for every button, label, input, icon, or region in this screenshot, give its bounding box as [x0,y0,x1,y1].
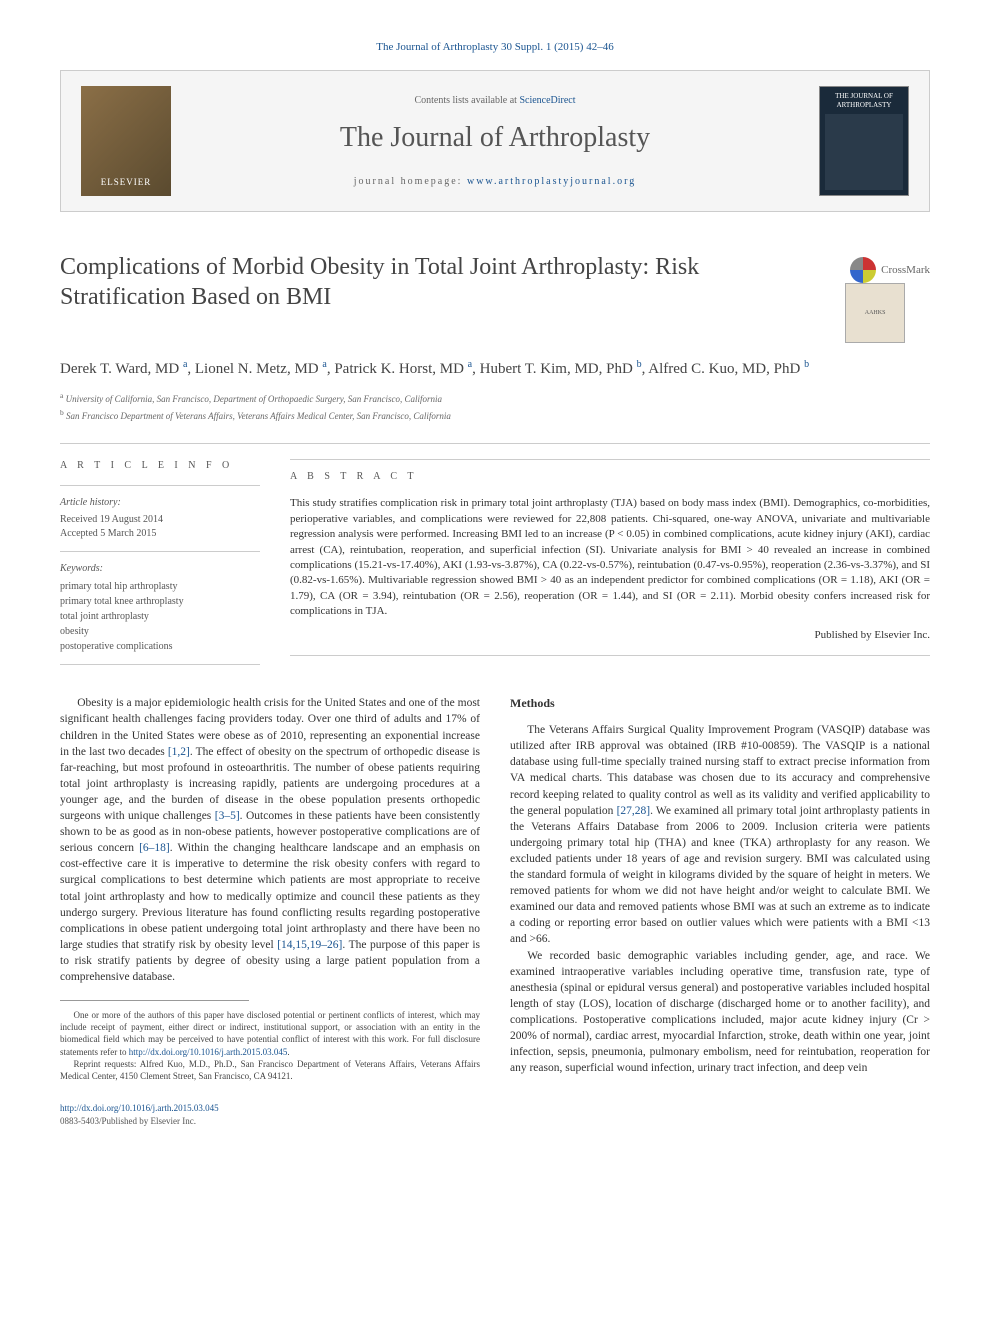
cover-title: THE JOURNAL OF ARTHROPLASTY [825,92,903,109]
info-abstract-row: a r t i c l e i n f o Article history: R… [60,443,930,665]
title-right-badges: CrossMark AAHKS [830,252,930,343]
journal-header: ELSEVIER Contents lists available at Sci… [60,70,930,212]
ref-link-14-26[interactable]: [14,15,19–26] [277,939,342,951]
conflict-suffix: . [287,1047,289,1057]
header-center: Contents lists available at ScienceDirec… [171,94,819,189]
contents-prefix: Contents lists available at [414,95,519,106]
conflict-doi-link[interactable]: http://dx.doi.org/10.1016/j.arth.2015.03… [129,1047,288,1057]
ref-link-3-5[interactable]: [3–5] [215,810,240,822]
issn-line: 0883-5403/Published by Elsevier Inc. [60,1115,930,1128]
methods-paragraph-2: We recorded basic demographic variables … [510,948,930,1077]
body-columns: Obesity is a major epidemiologic health … [60,695,930,1082]
intro-text-4: . Within the changing healthcare landsca… [60,842,480,951]
journal-citation-link[interactable]: The Journal of Arthroplasty 30 Suppl. 1 … [60,40,930,55]
title-row: Complications of Morbid Obesity in Total… [60,252,930,343]
article-title: Complications of Morbid Obesity in Total… [60,252,830,312]
publisher-logo: ELSEVIER [81,86,171,196]
ref-link-6-18[interactable]: [6–18] [139,842,170,854]
keywords-list: primary total hip arthroplastyprimary to… [60,579,260,665]
article-history-heading: Article history: [60,496,260,510]
footnote-separator [60,1000,249,1001]
footer-metadata: http://dx.doi.org/10.1016/j.arth.2015.03… [60,1102,930,1127]
intro-paragraph: Obesity is a major epidemiologic health … [60,695,480,985]
journal-name: The Journal of Arthroplasty [191,118,799,157]
ref-link-27-28[interactable]: [27,28] [617,805,651,817]
cover-body [825,114,903,190]
society-logo: AAHKS [845,283,905,343]
homepage-url[interactable]: www.arthroplastyjournal.org [467,176,636,187]
methods-paragraph-1: The Veterans Affairs Surgical Quality Im… [510,722,930,947]
keywords-heading: Keywords: [60,562,260,576]
accepted-date: Accepted 5 March 2015 [60,527,260,541]
article-info-column: a r t i c l e i n f o Article history: R… [60,459,260,665]
abstract-heading: a b s t r a c t [290,470,930,484]
article-info-heading: a r t i c l e i n f o [60,459,260,473]
doi-link[interactable]: http://dx.doi.org/10.1016/j.arth.2015.03… [60,1103,219,1113]
abstract-text: This study stratifies complication risk … [290,496,930,656]
journal-cover-thumbnail: THE JOURNAL OF ARTHROPLASTY [819,86,909,196]
abstract-column: a b s t r a c t This study stratifies co… [290,459,930,665]
sciencedirect-link[interactable]: ScienceDirect [519,95,575,106]
crossmark-badge[interactable]: CrossMark [850,257,930,283]
right-column: Methods The Veterans Affairs Surgical Qu… [510,695,930,1082]
page-container: The Journal of Arthroplasty 30 Suppl. 1 … [0,0,990,1167]
crossmark-label: CrossMark [881,263,930,278]
methods-heading: Methods [510,695,930,712]
homepage-label: journal homepage: [354,176,467,187]
publisher-logo-label: ELSEVIER [101,176,152,189]
contents-available-line: Contents lists available at ScienceDirec… [191,94,799,108]
affiliations: a University of California, San Francisc… [60,390,930,423]
reprint-footnote: Reprint requests: Alfred Kuo, M.D., Ph.D… [60,1058,480,1082]
left-column: Obesity is a major epidemiologic health … [60,695,480,1082]
journal-homepage-line: journal homepage: www.arthroplastyjourna… [191,175,799,189]
authors-line: Derek T. Ward, MD a, Lionel N. Metz, MD … [60,358,930,380]
crossmark-icon [850,257,876,283]
article-history: Article history: Received 19 August 2014… [60,496,260,552]
ref-link-1-2[interactable]: [1,2] [168,746,190,758]
methods-p1-prefix: The Veterans Affairs Surgical Quality Im… [510,724,930,816]
abstract-body: This study stratifies complication risk … [290,497,930,617]
conflict-footnote: One or more of the authors of this paper… [60,1009,480,1058]
received-date: Received 19 August 2014 [60,513,260,527]
abstract-copyright: Published by Elsevier Inc. [290,628,930,643]
methods-p1-suffix: . We examined all primary total joint ar… [510,805,930,946]
